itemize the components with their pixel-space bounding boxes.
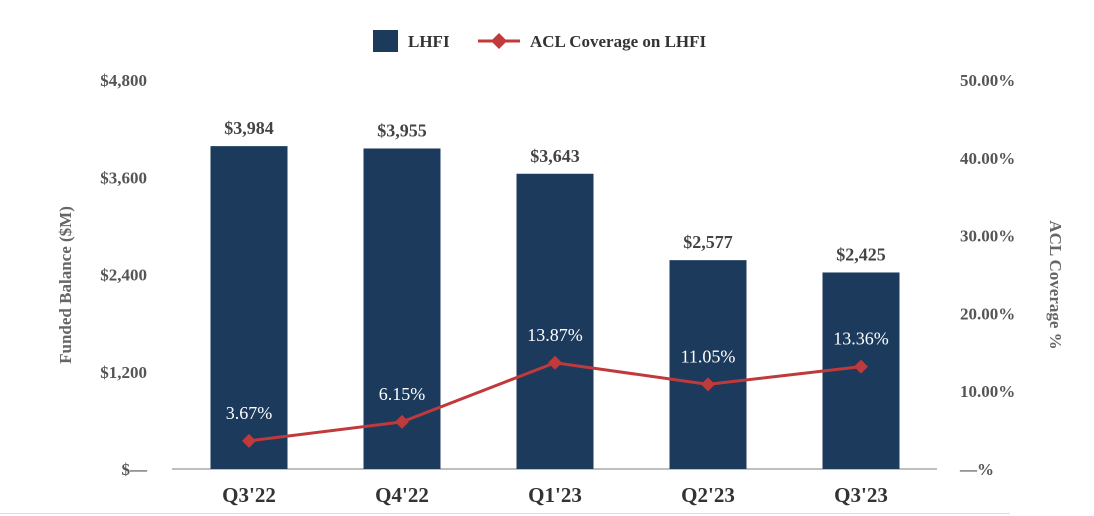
x-category-label: Q1'23 — [528, 483, 582, 507]
bottom-divider — [0, 513, 1010, 514]
acl-value-label: 3.67% — [226, 403, 273, 423]
legend-label-lhfi: LHFI — [408, 32, 450, 51]
acl-point-marker — [395, 414, 409, 429]
bar-series-lhfi — [210, 146, 900, 470]
bar — [669, 260, 747, 469]
y-left-axis-title: Funded Balance ($M) — [56, 206, 75, 364]
acl-value-label: 13.87% — [527, 325, 583, 345]
acl-value-label: 11.05% — [681, 346, 736, 366]
y-left-tick-label: $2,400 — [100, 266, 147, 285]
y-left-tick-label: $4,800 — [100, 71, 147, 90]
acl-point-marker — [548, 355, 562, 370]
bar-value-label: $2,425 — [836, 244, 886, 264]
acl-point-marker — [854, 359, 868, 374]
y-left-tick-label: $— — [122, 460, 149, 479]
y-right-ticks: —% 10.00% 20.00% 30.00% 40.00% 50.00% — [959, 71, 1015, 479]
legend-swatch-lhfi — [373, 30, 398, 52]
line-value-labels: 3.67% 6.15% 13.87% 11.05% 13.36% — [226, 325, 889, 423]
x-category-labels: Q3'22 Q4'22 Q1'23 Q2'23 Q3'23 — [222, 483, 888, 507]
legend-label-acl: ACL Coverage on LHFI — [530, 32, 707, 51]
bar-value-label: $3,955 — [377, 120, 427, 140]
x-category-label: Q4'22 — [375, 483, 429, 507]
legend: LHFI ACL Coverage on LHFI — [373, 30, 707, 52]
y-right-tick-label: 50.00% — [960, 71, 1015, 90]
y-left-tick-label: $1,200 — [100, 363, 147, 382]
acl-point-marker — [701, 377, 715, 392]
y-right-tick-label: 40.00% — [960, 149, 1015, 168]
bar-value-label: $3,643 — [530, 146, 580, 166]
legend-diamond-acl-icon — [491, 33, 507, 49]
x-category-label: Q2'23 — [681, 483, 735, 507]
bar-value-label: $3,984 — [224, 118, 274, 138]
y-left-tick-label: $3,600 — [100, 168, 147, 187]
y-right-tick-label: 10.00% — [960, 382, 1015, 401]
acl-value-label: 6.15% — [379, 384, 426, 404]
x-category-label: Q3'22 — [222, 483, 276, 507]
acl-point-marker — [242, 433, 256, 448]
y-right-tick-label: 20.00% — [960, 304, 1015, 323]
bar-value-label: $2,577 — [683, 232, 733, 252]
y-right-tick-label: 30.00% — [960, 227, 1015, 246]
y-right-axis-title: ACL Coverage % — [1046, 220, 1065, 349]
acl-value-label: 13.36% — [833, 329, 889, 349]
y-right-tick-label: —% — [959, 460, 994, 479]
line-series-acl — [242, 355, 868, 448]
x-category-label: Q3'23 — [834, 483, 888, 507]
y-left-ticks: $— $1,200 $2,400 $3,600 $4,800 — [100, 71, 148, 479]
bar — [210, 146, 288, 469]
bar — [516, 173, 594, 470]
bar-value-labels: $3,984 $3,955 $3,643 $2,577 $2,425 — [224, 118, 886, 264]
